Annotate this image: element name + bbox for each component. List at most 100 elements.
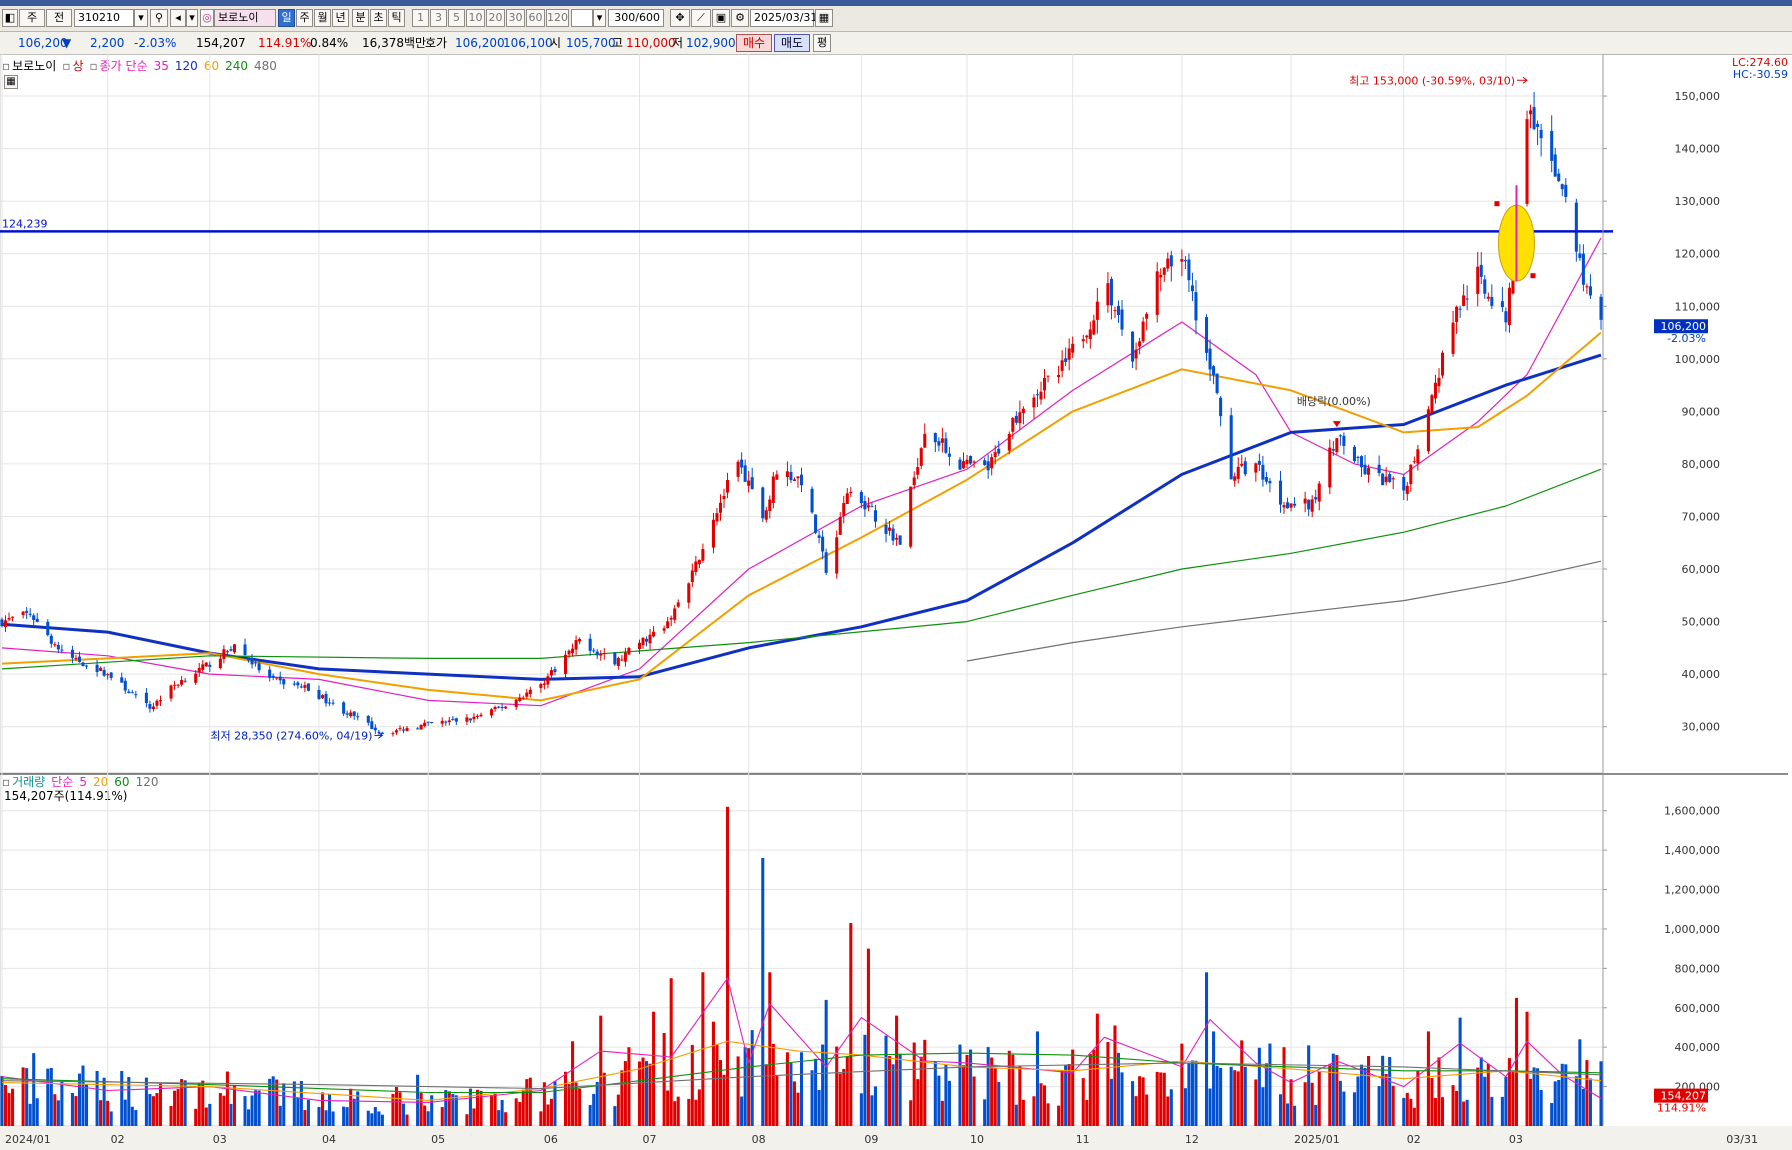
price-tick-label: 30,000 <box>1682 721 1721 734</box>
volume-bar <box>401 1103 406 1126</box>
high-annotation: 최고 153,000 (-30.59%, 03/10) <box>1349 74 1515 87</box>
settings-gear-icon[interactable]: ⚙ <box>731 9 749 27</box>
candle-body <box>169 685 173 699</box>
scope-select[interactable]: 전 <box>46 9 72 27</box>
candle-body <box>947 453 951 457</box>
code-dropdown-icon[interactable]: ▾ <box>134 9 148 27</box>
legend-kind: 상 <box>72 59 84 73</box>
volume-bar <box>497 1110 501 1126</box>
save-icon[interactable]: ▣ <box>712 9 730 27</box>
custom-interval-input[interactable] <box>571 9 593 27</box>
candle-body <box>666 621 670 628</box>
volume-bar <box>102 1077 106 1126</box>
speaker-dropdown-icon[interactable]: ▾ <box>186 9 198 27</box>
tab-monthly[interactable]: 월 <box>314 9 331 27</box>
volume-bar <box>997 1081 1001 1126</box>
volume-bar <box>366 1110 370 1126</box>
minute-option-30[interactable]: 30 <box>506 9 525 27</box>
eval-button[interactable]: 평 <box>813 34 831 52</box>
candle-body <box>1194 292 1198 321</box>
stock-name-field[interactable]: 보로노이 <box>214 9 276 27</box>
minute-option-20[interactable]: 20 <box>486 9 505 27</box>
candle-body <box>623 652 627 662</box>
data-count-field[interactable]: 300/600 <box>608 9 664 27</box>
volume-bar <box>514 1098 518 1126</box>
candle-body <box>592 650 596 652</box>
volume-bar <box>1564 1064 1568 1126</box>
sell-button[interactable]: 매도 <box>774 34 810 52</box>
tab-tick[interactable]: 틱 <box>388 9 405 27</box>
candle-body <box>123 680 127 691</box>
volume-bar <box>578 1088 582 1126</box>
calendar-icon[interactable]: ▦ <box>815 9 833 27</box>
minute-option-5[interactable]: 5 <box>448 9 465 27</box>
volume-bar <box>567 1084 571 1126</box>
crosshair-icon[interactable]: ✥ <box>670 9 690 27</box>
trendline-icon[interactable]: ⟋ <box>691 9 711 27</box>
legend-ma-icon[interactable]: ▫ <box>89 59 98 73</box>
volume-bar <box>254 1090 258 1126</box>
candle-body <box>299 686 303 688</box>
volume-legend-ma-label: 단순 <box>51 775 74 789</box>
tab-minute[interactable]: 분 <box>352 9 369 27</box>
candle-body <box>771 476 775 503</box>
candle-body <box>990 457 994 469</box>
candle-body <box>652 631 656 637</box>
candle-body <box>768 499 772 512</box>
time-axis-label: 05 <box>431 1133 445 1146</box>
candle-body <box>588 638 592 651</box>
candle-body <box>1159 274 1163 278</box>
legend-close-icon[interactable]: ▫ <box>2 59 11 73</box>
minute-option-1[interactable]: 1 <box>412 9 429 27</box>
time-axis-label: 02 <box>1407 1133 1421 1146</box>
volume-bar <box>895 1015 899 1126</box>
candle-body <box>814 514 818 533</box>
tab-daily[interactable]: 일 <box>278 9 295 27</box>
tab-weekly[interactable]: 주 <box>296 9 313 27</box>
volume-legend-icon[interactable]: ▫ <box>2 775 11 789</box>
volume-bar <box>859 1093 863 1126</box>
volume-bar <box>1261 1087 1265 1126</box>
candle-body <box>426 721 430 723</box>
stock-code-input[interactable]: 310210 <box>74 9 134 27</box>
volume-bar <box>430 1095 434 1126</box>
volume-tick-label: 800,000 <box>1675 962 1721 975</box>
search-icon[interactable]: ⚲ <box>150 9 168 27</box>
volume-bar <box>275 1079 279 1126</box>
legend-menu-icon[interactable]: ▫ <box>62 59 71 73</box>
date-field[interactable]: 2025/03/31 <box>750 9 817 27</box>
volume-bars <box>0 806 1603 1126</box>
candle-body <box>53 644 57 646</box>
volume-bar <box>641 1057 645 1126</box>
candle-body <box>201 664 205 670</box>
custom-interval-dropdown-icon[interactable]: ▾ <box>593 9 606 27</box>
candle-body <box>817 535 821 538</box>
tab-yearly[interactable]: 년 <box>332 9 349 27</box>
minute-option-60[interactable]: 60 <box>526 9 545 27</box>
market-select[interactable]: 주 <box>19 9 45 27</box>
candle-body <box>1479 264 1483 277</box>
volume-bar <box>1293 1105 1297 1126</box>
minute-option-120[interactable]: 120 <box>546 9 569 27</box>
volume-bar <box>317 1107 321 1126</box>
volume-bar <box>743 1047 747 1126</box>
minute-option-10[interactable]: 10 <box>466 9 485 27</box>
candle-body <box>1060 360 1064 371</box>
candle-body <box>35 618 39 622</box>
volume-bar <box>1081 1078 1085 1126</box>
volume-bar <box>468 1088 472 1126</box>
stock-chart[interactable]: 124,239 최고 153,000 (-30.59%, 03/10) 최저 28,… <box>0 54 1792 1150</box>
speaker-icon[interactable]: ◂ <box>170 9 186 27</box>
minute-option-3[interactable]: 3 <box>430 9 447 27</box>
candle-body <box>866 505 870 508</box>
volume-bar <box>1187 1063 1191 1126</box>
candle-body <box>701 549 705 561</box>
candle-body <box>972 461 976 463</box>
candle-body <box>859 491 863 504</box>
volume-bar <box>1194 1060 1198 1126</box>
volume-bar <box>799 1052 804 1126</box>
table-grid-icon[interactable]: ▦ <box>4 75 18 89</box>
chart-menu-icon[interactable]: ◧ <box>2 9 18 27</box>
buy-button[interactable]: 매수 <box>736 34 772 52</box>
tab-second[interactable]: 초 <box>370 9 387 27</box>
